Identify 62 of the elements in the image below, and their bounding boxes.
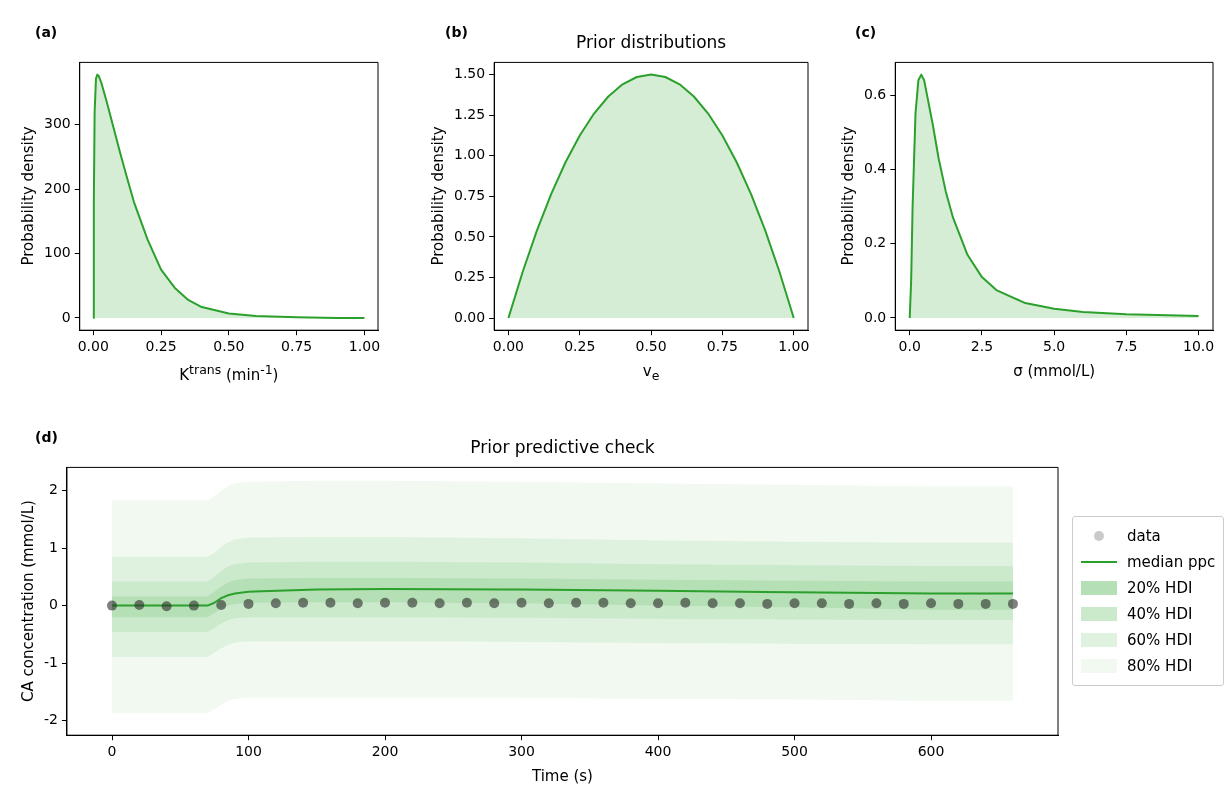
x-tick-label: 0.75	[706, 338, 738, 355]
legend-label: median ppc	[1127, 553, 1216, 572]
legend-label: 40% HDI	[1127, 605, 1193, 624]
y-tick-label: -1	[43, 653, 58, 670]
x-tick-label: 0.50	[213, 338, 245, 355]
x-tick-label: 1.00	[348, 338, 381, 355]
x-tick-label: 0.50	[635, 338, 667, 355]
x-tick-label: 0.25	[564, 338, 596, 355]
y-axis-title: Probability density	[429, 126, 447, 266]
x-tick-label: 1.00	[778, 338, 810, 355]
y-axis-title: Probability density	[19, 126, 37, 266]
chart-title: Prior distributions	[575, 32, 727, 53]
x-axis-title: v$_{e}$	[642, 362, 660, 383]
y-tick-label: 1.00	[454, 146, 486, 163]
x-axis-title: Time (s)	[531, 767, 593, 785]
y-tick-label: 0.0	[864, 308, 887, 325]
x-tick-label: 300	[508, 743, 535, 760]
y-tick-label: 0.25	[454, 268, 486, 285]
x-tick-label: 5.0	[1043, 338, 1066, 355]
legend-label: data	[1127, 527, 1161, 546]
y-tick-label: 0.75	[454, 186, 486, 203]
y-tick-label: 2	[49, 481, 58, 498]
y-tick-label: 0.4	[864, 160, 887, 177]
legend-label: 20% HDI	[1127, 579, 1193, 598]
x-axis-title: K$^{trans}$ (min$^{-1}$)	[179, 362, 279, 384]
x-tick-label: 500	[781, 743, 808, 760]
x-tick-label: 100	[235, 743, 262, 760]
x-tick-label: 0.75	[281, 338, 313, 355]
x-tick-label: 10.0	[1182, 338, 1215, 355]
y-tick-label: 0.2	[864, 234, 887, 251]
chart-title: Prior predictive check	[470, 437, 655, 458]
y-tick-label: 1	[49, 538, 58, 555]
y-tick-label: 300	[43, 115, 71, 132]
x-tick-label: 7.5	[1115, 338, 1138, 355]
x-tick-label: 400	[644, 743, 672, 760]
y-tick-label: -2	[43, 711, 58, 728]
legend-label: 80% HDI	[1127, 657, 1193, 676]
x-tick-label: 0.25	[145, 338, 177, 355]
y-tick-label: 1.50	[454, 65, 486, 82]
legend-label: 60% HDI	[1127, 631, 1193, 650]
text: (c)	[855, 24, 877, 41]
x-tick-label: 0.00	[492, 338, 525, 355]
y-tick-label: 0.6	[864, 85, 887, 102]
y-axis-title: Probability density	[839, 126, 857, 266]
x-tick-label: 200	[371, 743, 399, 760]
y-tick-label: 0	[61, 308, 71, 325]
x-tick-label: 2.5	[970, 338, 994, 355]
x-tick-label: 0.00	[77, 338, 109, 355]
text: (a)	[35, 24, 58, 41]
x-tick-label: 0	[107, 743, 117, 760]
y-tick-label: 1.25	[454, 105, 486, 122]
text: (d)	[35, 429, 58, 446]
x-tick-label: 0.0	[898, 338, 921, 355]
x-tick-label: 600	[917, 743, 945, 760]
y-tick-label: 0.50	[454, 227, 486, 244]
y-axis-title: CA concentration (mmol/L)	[19, 500, 37, 703]
y-tick-label: 0.00	[454, 308, 486, 325]
y-tick-label: 200	[43, 179, 71, 196]
y-tick-label: 100	[43, 244, 71, 261]
text: (b)	[445, 24, 468, 41]
y-tick-label: 0	[49, 596, 58, 613]
x-axis-title: σ (mmol/L)	[1013, 362, 1096, 380]
